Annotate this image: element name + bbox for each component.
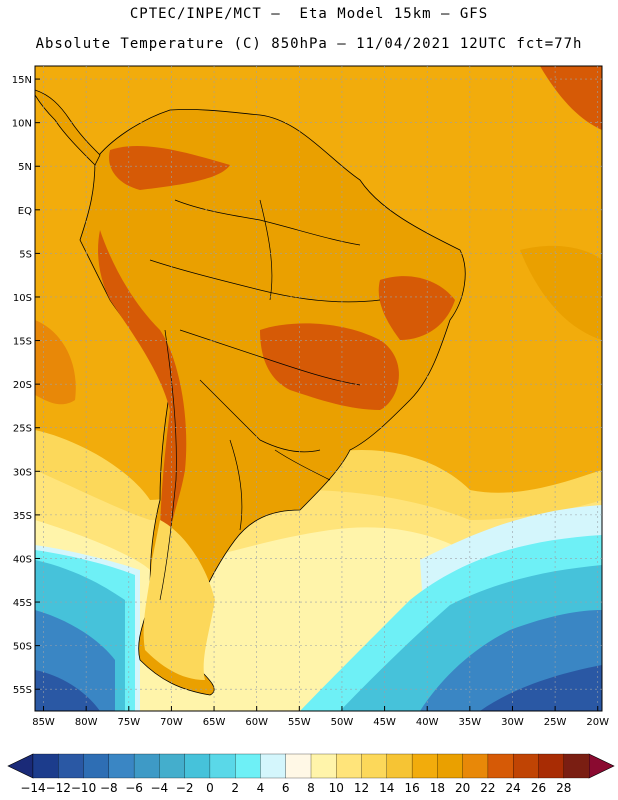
- colorbar-swatch: [538, 753, 565, 779]
- lon-label: 25W: [544, 717, 567, 728]
- colorbar-swatch: [133, 753, 160, 779]
- lat-label: 10N: [12, 119, 32, 130]
- lat-label: 55S: [13, 685, 32, 696]
- lat-label: 15S: [13, 337, 32, 348]
- lat-label: 25S: [13, 424, 32, 435]
- colorbar-swatch: [209, 753, 236, 779]
- colorbar-swatch: [437, 753, 464, 779]
- central-america-land: [35, 89, 101, 166]
- colorbar-swatch: [32, 753, 59, 779]
- colorbar-swatch: [563, 753, 590, 779]
- land-heat-northeast: [378, 276, 455, 340]
- colorbar-swatch: [336, 753, 362, 779]
- lon-label: 20W: [586, 717, 609, 728]
- colorbar-label: 26: [531, 781, 546, 795]
- colorbar-label: −12: [46, 781, 71, 795]
- colorbar-label: 2: [231, 781, 239, 795]
- lon-label: 50W: [331, 717, 354, 728]
- colorbar-label: 6: [282, 781, 290, 795]
- lat-label: 20S: [13, 380, 32, 391]
- lon-label: 80W: [75, 717, 98, 728]
- lat-label: 10S: [13, 293, 32, 304]
- lat-label: 35S: [13, 511, 32, 522]
- lat-label: 50S: [13, 642, 32, 653]
- colorbar-label: 28: [556, 781, 571, 795]
- colorbar-label: 24: [506, 781, 521, 795]
- colorbar-swatch: [184, 753, 211, 779]
- colorbar-swatch: [386, 753, 413, 779]
- colorbar-label: 10: [329, 781, 344, 795]
- colorbar-swatch: [310, 753, 337, 779]
- colorbar-label: −10: [71, 781, 96, 795]
- colorbar-under-arrow: [7, 753, 34, 779]
- lat-label: 40S: [13, 554, 32, 565]
- colorbar-label: 12: [354, 781, 369, 795]
- colorbar-label: −4: [151, 781, 169, 795]
- colorbar-label: 18: [430, 781, 445, 795]
- continent-layer: [35, 89, 466, 696]
- colorbar-swatch: [361, 753, 388, 779]
- field-band-dark-blue: [35, 665, 602, 711]
- lon-label: 40W: [416, 717, 439, 728]
- colorbar-swatch: [260, 753, 287, 779]
- colorbar-label: −14: [20, 781, 45, 795]
- latitude-labels: 15N 10N 5N EQ 5S 10S 15S 20S 25S 30S 35S 40S 45S 50S 5…: [12, 75, 32, 696]
- lat-label: EQ: [18, 206, 32, 217]
- colorbar-swatch: [411, 753, 438, 779]
- colorbar-label: −2: [176, 781, 194, 795]
- lat-label: 5S: [19, 249, 32, 260]
- colorbar-label: 16: [404, 781, 419, 795]
- graticule: [35, 66, 602, 711]
- lon-label: 55W: [288, 717, 311, 728]
- colorbar-swatch: [513, 753, 539, 779]
- colorbar-swatch: [83, 753, 110, 779]
- colorbar-label: 22: [480, 781, 495, 795]
- colorbar-swatch: [58, 753, 84, 779]
- lon-label: 45W: [373, 717, 396, 728]
- colorbar-label: 20: [455, 781, 470, 795]
- lon-label: 65W: [203, 717, 226, 728]
- lon-label: 30W: [501, 717, 524, 728]
- colorbar-swatch: [108, 753, 135, 779]
- lon-label: 85W: [32, 717, 55, 728]
- field-warm-patch-west: [35, 320, 76, 405]
- colorbar: −14 −12 −10 −8 −6 −4 −2 0 2 4 6 8 10 12 14 16 18 20 22 24 26…: [7, 753, 615, 795]
- colorbar-swatch: [235, 753, 261, 779]
- colorbar-label: 14: [379, 781, 394, 795]
- map-title-line-1: CPTEC/INPE/MCT – Eta Model 15km – GFS: [129, 6, 489, 22]
- land-heat-andes: [98, 230, 187, 540]
- map-frame: [34, 65, 603, 712]
- colorbar-label: −8: [100, 781, 118, 795]
- lat-label: 5N: [18, 162, 32, 173]
- colorbar-label: 0: [206, 781, 214, 795]
- colorbar-label: 8: [307, 781, 315, 795]
- country-borders: [149, 199, 381, 601]
- longitude-labels: 85W 80W 75W 70W 65W 60W 55W 50W 45W 40W 35W 30W 25W 2…: [32, 717, 609, 728]
- colorbar-swatch: [462, 753, 489, 779]
- lat-label: 30S: [13, 467, 32, 478]
- lon-label: 70W: [160, 717, 183, 728]
- field-warm-patch-ne: [540, 66, 602, 130]
- lat-label: 45S: [13, 598, 32, 609]
- colorbar-swatch: [285, 753, 312, 779]
- colorbar-swatch: [487, 753, 514, 779]
- map-title-line-2: Absolute Temperature (C) 850hPa – 11/04/…: [35, 36, 583, 52]
- land-heat-central-brazil: [260, 323, 399, 410]
- colorbar-over-arrow: [588, 753, 615, 779]
- lon-label: 35W: [459, 717, 482, 728]
- lon-label: 75W: [117, 717, 140, 728]
- colorbar-label: 4: [257, 781, 265, 795]
- field-warm-patch-east: [520, 245, 602, 340]
- colorbar-swatch: [159, 753, 186, 779]
- land-cool-patagonia: [143, 520, 215, 680]
- field-band-blue: [35, 610, 602, 711]
- colorbar-label: −6: [125, 781, 143, 795]
- lon-label: 60W: [245, 717, 268, 728]
- land-heat-north: [109, 145, 230, 190]
- lat-label: 15N: [12, 75, 32, 86]
